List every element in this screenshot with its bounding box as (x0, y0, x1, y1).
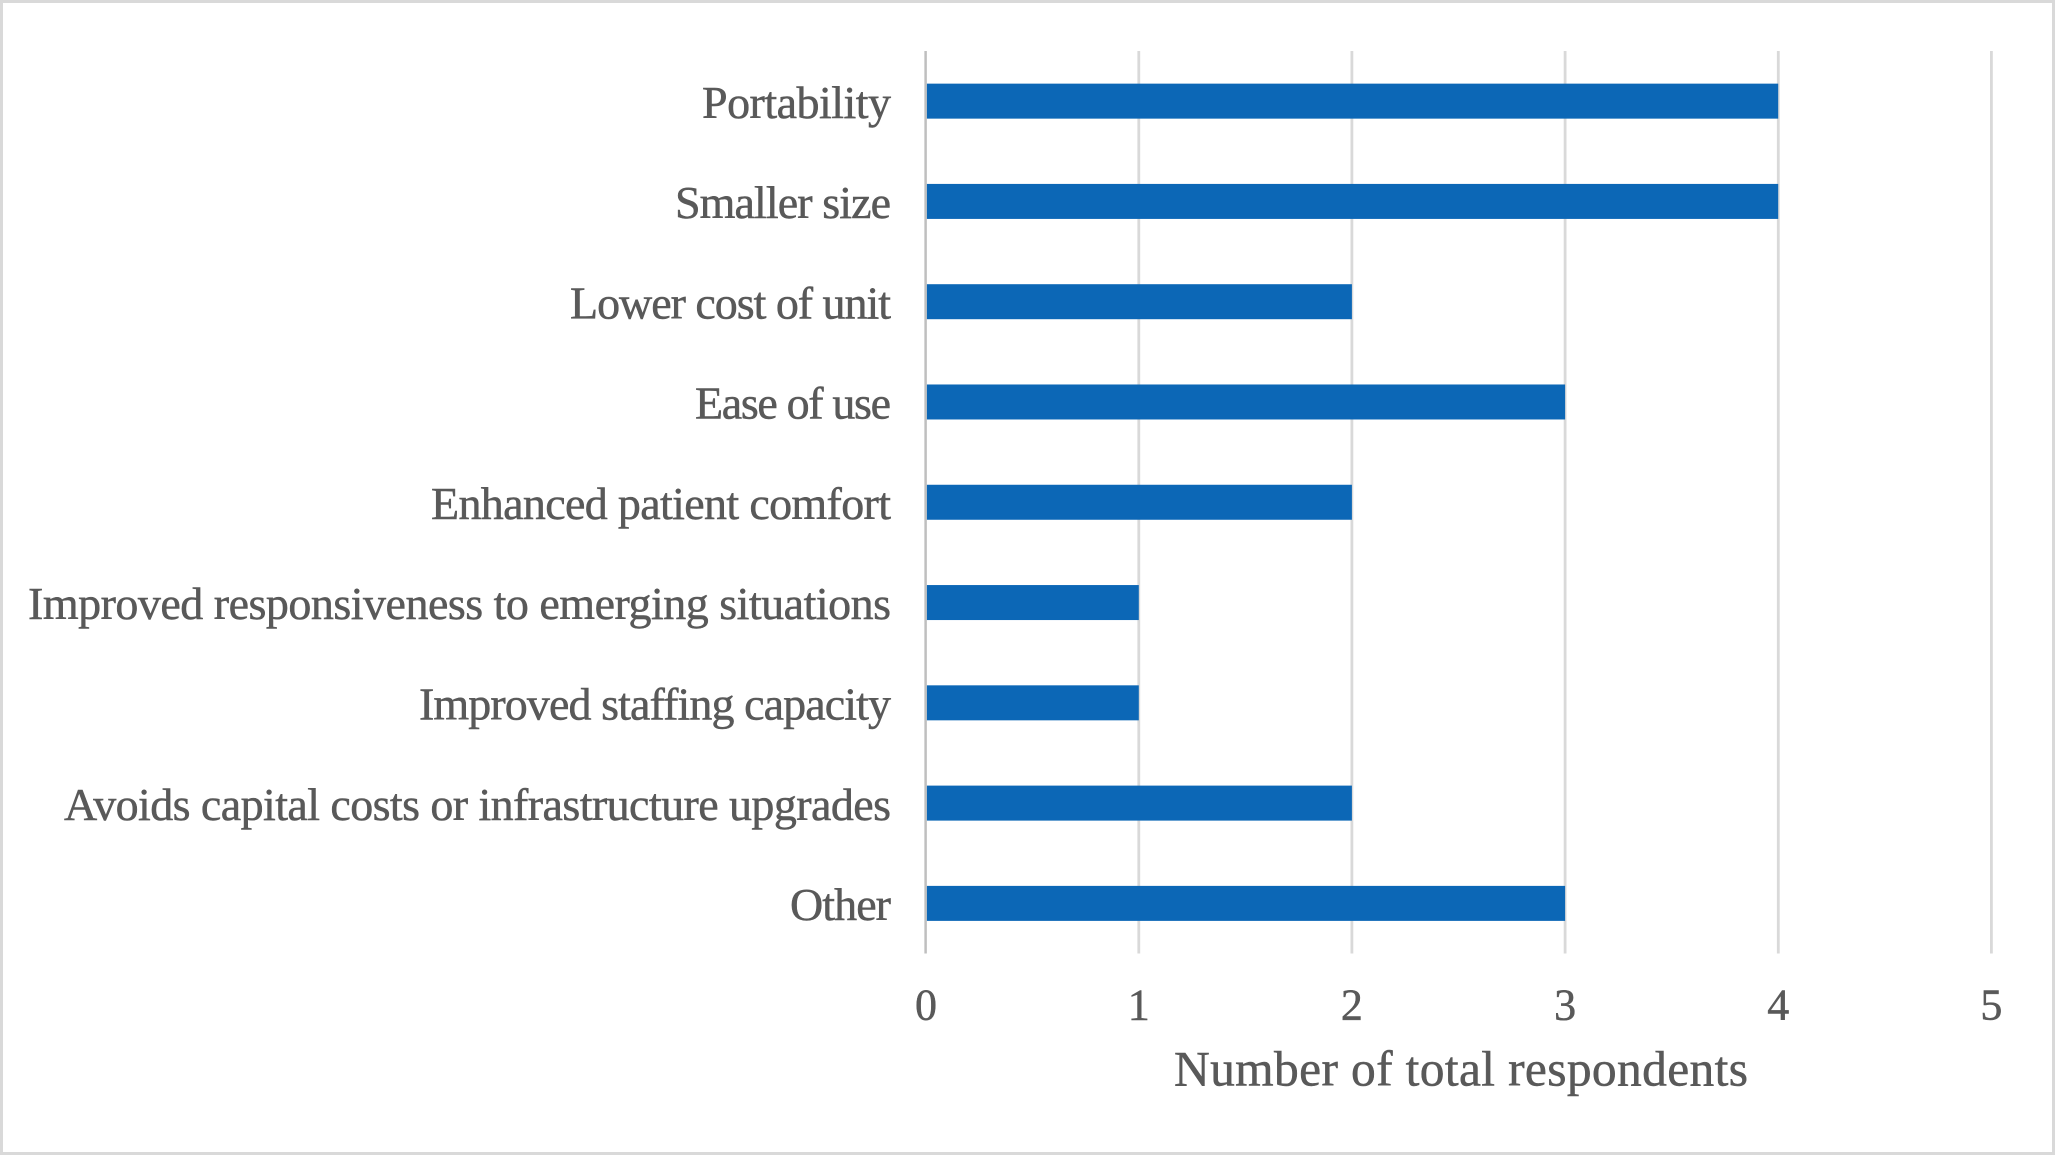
svg-text:3: 3 (1554, 980, 1576, 1029)
svg-text:5: 5 (1980, 980, 2002, 1029)
svg-text:Smaller size: Smaller size (675, 177, 891, 228)
svg-text:Lower cost of unit: Lower cost of unit (570, 277, 891, 328)
svg-text:Improved staffing capacity: Improved staffing capacity (419, 679, 891, 730)
svg-text:2: 2 (1341, 980, 1363, 1029)
svg-text:Ease of use: Ease of use (695, 378, 891, 429)
svg-text:4: 4 (1767, 980, 1789, 1029)
svg-text:0: 0 (915, 980, 937, 1029)
svg-text:1: 1 (1128, 980, 1150, 1029)
svg-text:Enhanced patient comfort: Enhanced patient comfort (431, 478, 891, 529)
svg-text:Number of total respondents: Number of total respondents (1174, 1041, 1748, 1096)
svg-text:Improved responsiveness to eme: Improved responsiveness to emerging situ… (28, 578, 891, 629)
svg-text:Portability: Portability (702, 77, 891, 128)
svg-text:Avoids capital costs or infras: Avoids capital costs or infrastructure u… (64, 779, 891, 830)
svg-text:Other: Other (790, 879, 891, 930)
